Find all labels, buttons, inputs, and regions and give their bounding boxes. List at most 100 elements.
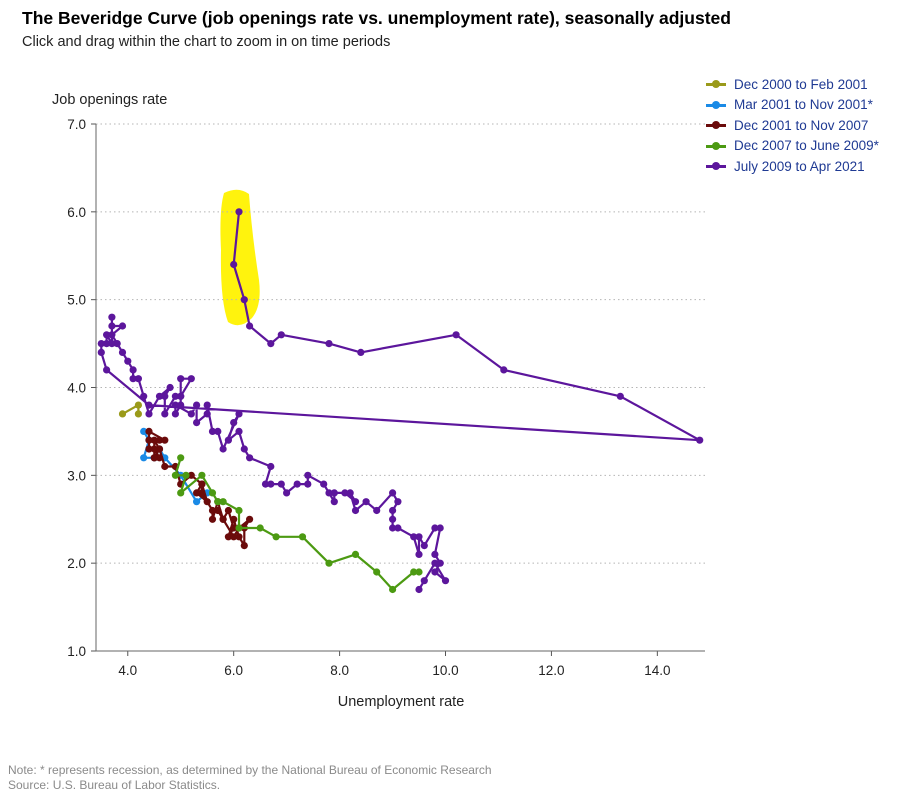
data-point[interactable] <box>415 550 423 559</box>
data-point[interactable] <box>177 489 185 497</box>
data-point[interactable] <box>304 480 312 488</box>
data-point[interactable] <box>500 366 508 374</box>
data-point[interactable] <box>134 375 142 383</box>
data-point[interactable] <box>420 542 428 550</box>
data-point[interactable] <box>219 515 227 523</box>
data-point[interactable] <box>235 208 243 216</box>
data-point[interactable] <box>696 436 704 444</box>
data-point[interactable] <box>103 331 111 339</box>
data-point[interactable] <box>171 392 179 400</box>
legend-item[interactable]: July 2009 to Apr 2021 <box>706 156 879 177</box>
data-point[interactable] <box>240 542 248 550</box>
data-point[interactable] <box>187 410 195 418</box>
data-point[interactable] <box>410 533 418 541</box>
data-point[interactable] <box>150 454 158 462</box>
data-point[interactable] <box>161 462 169 471</box>
data-point[interactable] <box>118 410 127 418</box>
data-point[interactable] <box>415 533 423 541</box>
data-point[interactable] <box>246 515 254 523</box>
data-point[interactable] <box>261 480 270 488</box>
data-point[interactable] <box>193 419 201 427</box>
data-point[interactable] <box>193 489 201 497</box>
data-point[interactable] <box>394 524 402 532</box>
data-point[interactable] <box>235 533 243 541</box>
data-point[interactable] <box>373 506 381 515</box>
data-point[interactable] <box>240 445 248 453</box>
data-point[interactable] <box>203 401 211 409</box>
data-point[interactable] <box>161 392 169 400</box>
data-point[interactable] <box>277 331 285 339</box>
data-point[interactable] <box>171 471 179 479</box>
data-point[interactable] <box>187 471 195 479</box>
data-point[interactable] <box>389 585 397 594</box>
data-point[interactable] <box>283 489 291 497</box>
data-point[interactable] <box>124 357 132 365</box>
data-point[interactable] <box>145 445 153 453</box>
data-point[interactable] <box>155 445 164 453</box>
data-point[interactable] <box>193 498 201 506</box>
data-point[interactable] <box>389 506 397 515</box>
data-point[interactable] <box>230 515 238 523</box>
data-point[interactable] <box>108 322 116 330</box>
data-point[interactable] <box>145 436 153 444</box>
data-point[interactable] <box>431 559 439 567</box>
data-point[interactable] <box>187 375 195 383</box>
data-point[interactable] <box>97 348 105 356</box>
data-point[interactable] <box>113 340 121 348</box>
data-point[interactable] <box>351 498 360 506</box>
data-point[interactable] <box>118 322 127 330</box>
data-point[interactable] <box>431 568 439 576</box>
data-point[interactable] <box>129 366 137 374</box>
data-point[interactable] <box>298 533 307 541</box>
beveridge-curve-chart[interactable]: 1.0 2.0 3.0 4.0 5.0 6.0 7.0 4.0 6.0 8.0 10.0 12.0 14… <box>0 0 914 760</box>
data-point[interactable] <box>235 524 243 532</box>
data-point[interactable] <box>177 392 185 400</box>
data-point[interactable] <box>203 410 211 418</box>
data-point[interactable] <box>230 533 238 541</box>
data-point[interactable] <box>320 480 328 488</box>
data-point[interactable] <box>145 401 153 409</box>
data-point[interactable] <box>431 550 439 559</box>
data-point[interactable] <box>103 340 111 348</box>
legend-item[interactable]: Dec 2001 to Nov 2007 <box>706 115 879 136</box>
data-point[interactable] <box>198 489 206 497</box>
data-point[interactable] <box>182 471 190 479</box>
data-point[interactable] <box>230 419 238 427</box>
data-point[interactable] <box>97 340 105 348</box>
data-point[interactable] <box>351 506 360 515</box>
data-point[interactable] <box>431 524 439 532</box>
data-point[interactable] <box>436 559 444 567</box>
data-point[interactable] <box>616 392 624 400</box>
data-point[interactable] <box>214 498 222 506</box>
data-point[interactable] <box>219 445 227 453</box>
data-point[interactable] <box>166 383 174 392</box>
data-point[interactable] <box>155 392 164 400</box>
data-point[interactable] <box>150 445 158 453</box>
data-point[interactable] <box>193 401 201 409</box>
data-point[interactable] <box>230 524 238 532</box>
data-point[interactable] <box>394 498 402 506</box>
data-point[interactable] <box>441 577 450 585</box>
legend-item[interactable]: Dec 2007 to June 2009* <box>706 136 879 157</box>
legend-item[interactable]: Dec 2000 to Feb 2001 <box>706 74 879 95</box>
data-point[interactable] <box>235 410 243 418</box>
data-point[interactable] <box>224 533 232 541</box>
data-point[interactable] <box>155 454 164 462</box>
data-point[interactable] <box>415 568 423 576</box>
data-point[interactable] <box>177 454 185 462</box>
data-point[interactable] <box>177 375 185 383</box>
data-point[interactable] <box>171 401 179 409</box>
data-point[interactable] <box>389 515 397 523</box>
data-point[interactable] <box>246 454 254 462</box>
data-point[interactable] <box>140 392 148 400</box>
data-point[interactable] <box>171 410 179 418</box>
data-point[interactable] <box>230 260 238 269</box>
data-point[interactable] <box>198 471 206 479</box>
data-point[interactable] <box>134 410 142 418</box>
data-point[interactable] <box>256 524 264 532</box>
data-point[interactable] <box>235 506 243 515</box>
data-point[interactable] <box>108 340 116 348</box>
data-point[interactable] <box>272 533 280 541</box>
data-point[interactable] <box>145 427 153 435</box>
data-point[interactable] <box>325 340 333 348</box>
